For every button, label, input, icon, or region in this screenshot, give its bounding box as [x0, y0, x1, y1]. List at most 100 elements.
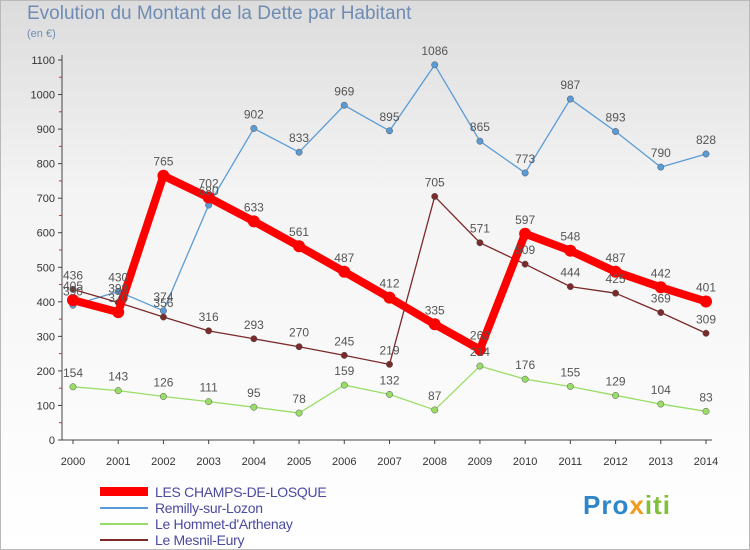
data-point — [566, 95, 574, 103]
data-label: 865 — [470, 120, 490, 134]
data-label: 893 — [606, 111, 626, 125]
x-tick-label: 2002 — [151, 456, 175, 468]
x-tick-label: 2009 — [468, 456, 492, 468]
legend-label: Le Hommet-d'Arthenay — [155, 516, 293, 532]
data-point — [702, 407, 710, 415]
data-label: 143 — [108, 370, 128, 384]
data-point — [205, 327, 213, 335]
data-label: 270 — [289, 326, 309, 340]
data-point — [612, 391, 620, 399]
data-point — [247, 215, 260, 228]
legend-swatch — [100, 507, 148, 509]
data-label: 442 — [651, 266, 671, 280]
data-point — [519, 227, 532, 240]
data-label: 95 — [247, 386, 261, 400]
data-label: 104 — [651, 383, 671, 397]
data-label: 401 — [696, 280, 716, 294]
data-label: 571 — [470, 222, 490, 236]
data-label: 633 — [244, 200, 264, 214]
data-point — [431, 406, 439, 414]
data-point — [657, 309, 665, 316]
data-label: 176 — [515, 358, 535, 372]
data-point — [428, 318, 441, 331]
legend-label: Remilly-sur-Lozon — [155, 500, 263, 516]
data-label: 833 — [289, 131, 309, 145]
data-label: 245 — [334, 334, 354, 348]
data-point — [69, 383, 77, 391]
data-point — [340, 101, 348, 109]
data-point — [340, 381, 348, 389]
legend-label: LES CHAMPS-DE-LOSQUE — [155, 484, 327, 500]
x-tick-label: 2005 — [287, 456, 311, 468]
data-label: 444 — [560, 266, 580, 280]
y-tick-label: 800 — [37, 159, 55, 171]
data-label: 425 — [606, 272, 626, 286]
x-tick-label: 2011 — [559, 456, 583, 468]
data-point — [202, 191, 215, 204]
data-point — [609, 265, 622, 278]
data-label: 356 — [153, 296, 173, 310]
data-point — [295, 148, 303, 156]
data-point — [476, 239, 484, 247]
data-label: 773 — [515, 152, 535, 166]
data-point — [702, 329, 710, 337]
x-tick-label: 2000 — [61, 456, 85, 468]
y-tick-label: 100 — [37, 400, 55, 412]
data-label: 390 — [63, 284, 83, 298]
x-tick-label: 2007 — [377, 456, 401, 468]
data-label: 214 — [470, 345, 490, 359]
data-label: 680 — [199, 184, 219, 198]
x-tick-label: 2014 — [694, 456, 718, 468]
x-tick-label: 2004 — [242, 456, 266, 468]
data-point — [657, 163, 665, 171]
logo-text-part: Pro — [583, 490, 630, 520]
data-label: 548 — [560, 230, 580, 244]
x-tick-label: 2006 — [332, 456, 356, 468]
y-tick-label: 1000 — [31, 90, 55, 102]
data-point — [67, 294, 79, 307]
chart-title: Evolution du Montant de la Dette par Hab… — [27, 3, 412, 24]
proxiti-logo: Proxiti — [583, 490, 671, 521]
data-point — [431, 193, 439, 200]
data-point — [338, 265, 351, 278]
x-tick-label: 2010 — [513, 456, 537, 468]
data-label: 111 — [200, 381, 219, 395]
data-label: 262 — [470, 328, 490, 342]
legend-swatch — [100, 523, 148, 525]
data-label: 335 — [425, 303, 445, 317]
y-tick-label: 500 — [37, 262, 55, 274]
data-point — [250, 124, 258, 132]
data-point — [157, 169, 170, 182]
data-label: 902 — [244, 107, 264, 121]
data-point — [159, 393, 167, 400]
data-point — [564, 244, 577, 257]
data-point — [295, 409, 303, 417]
data-label: 154 — [63, 366, 83, 380]
legend-swatch — [100, 539, 148, 541]
chart-unit: (en €) — [27, 28, 56, 40]
data-point — [431, 61, 439, 69]
data-label: 487 — [334, 251, 354, 265]
data-label: 126 — [153, 375, 173, 389]
x-tick-label: 2008 — [422, 456, 446, 468]
data-label: 705 — [425, 175, 445, 189]
data-label: 1086 — [421, 44, 448, 58]
data-point — [521, 169, 529, 177]
logo-text-part: x — [629, 490, 645, 520]
data-label: 369 — [651, 292, 671, 306]
y-tick-label: 0 — [49, 435, 55, 447]
logo-text-part: iti — [644, 490, 671, 520]
data-label: 487 — [606, 251, 626, 265]
data-point — [295, 343, 303, 351]
data-label: 405 — [63, 279, 83, 293]
data-point — [205, 398, 213, 406]
data-label: 309 — [696, 312, 716, 326]
data-label: 987 — [560, 78, 580, 92]
x-tick-label: 2012 — [603, 456, 627, 468]
data-point — [700, 295, 712, 308]
data-point — [566, 283, 574, 291]
data-point — [476, 362, 484, 370]
data-point — [612, 289, 620, 297]
data-label: 765 — [153, 155, 173, 169]
